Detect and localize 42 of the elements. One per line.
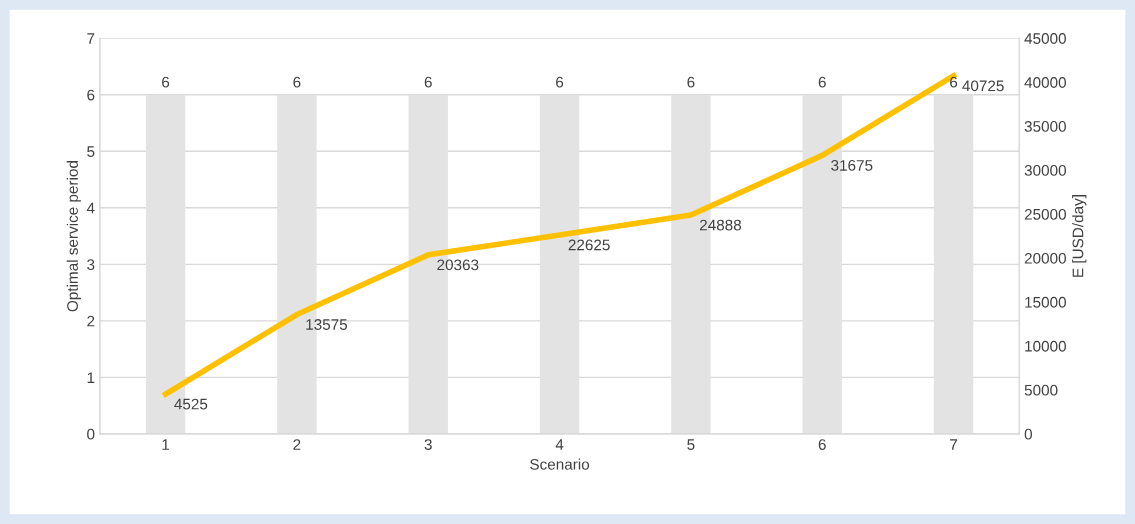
y2-tick-label: 5000	[1024, 384, 1058, 396]
data-label: 6	[293, 76, 301, 88]
x-tick-label: 4	[555, 439, 564, 450]
y-tick-label: 3	[87, 259, 95, 271]
data-label: 6	[162, 76, 170, 88]
y2-tick-label: 0	[1024, 428, 1032, 440]
x-tick-label: 2	[293, 439, 301, 450]
x-axis-title: Scenario	[530, 458, 590, 470]
y2-tick-label: 10000	[1025, 340, 1066, 352]
y-tick-label: 1	[87, 372, 95, 383]
data-label: 31675	[831, 159, 873, 171]
y-axis-title: Optimal service period	[66, 161, 81, 312]
y2-tick-label: 45000	[1024, 33, 1066, 44]
y2-tick-label: 20000	[1024, 252, 1066, 264]
data-label: 24888	[699, 219, 742, 231]
y-tick-label: 2	[87, 315, 95, 327]
y-tick-label: 6	[87, 89, 95, 101]
x-tick-label: 1	[162, 439, 170, 450]
data-label: 6	[556, 76, 564, 88]
data-label: 4525	[174, 398, 208, 410]
data-label: 6	[424, 76, 432, 88]
y-tick-label: 0	[87, 428, 95, 440]
x-tick-label: 3	[424, 439, 432, 450]
data-label: 20363	[437, 259, 479, 271]
data-label: 22625	[568, 239, 610, 251]
data-label: 13575	[306, 319, 348, 330]
y2-tick-label: 40000	[1024, 77, 1066, 88]
y-tick-label: 4	[86, 202, 95, 214]
y2-axis-title: E [USD/day]	[1072, 195, 1087, 277]
y2-tick-label: 35000	[1024, 121, 1066, 132]
x-tick-label: 7	[950, 439, 958, 450]
data-label: 40725	[962, 80, 1004, 92]
y-tick-label: 5	[87, 146, 95, 157]
data-label: 6	[950, 76, 958, 88]
data-label: 6	[818, 76, 826, 88]
y2-tick-label: 30000	[1024, 164, 1066, 176]
y-tick-label: 7	[87, 33, 95, 44]
y2-tick-label: 15000	[1025, 296, 1066, 308]
y2-tick-label: 25000	[1024, 208, 1066, 220]
x-tick-label: 6	[818, 439, 826, 450]
x-tick-label: 5	[687, 439, 695, 450]
data-label: 6	[687, 76, 695, 88]
